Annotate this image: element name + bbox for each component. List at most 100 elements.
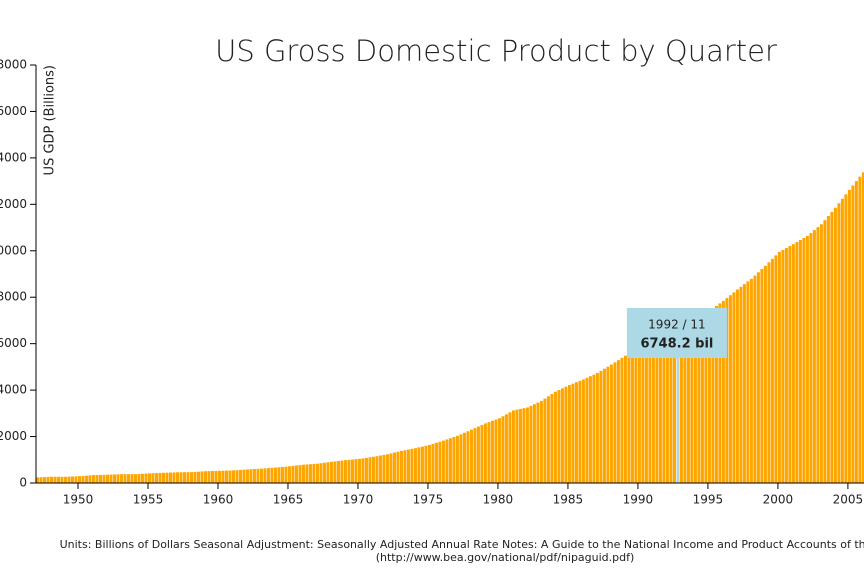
bar (571, 383, 575, 483)
bar (714, 305, 718, 483)
bar (581, 379, 585, 483)
bar (648, 344, 652, 483)
bar (840, 198, 844, 483)
bar (434, 442, 438, 483)
y-tick-label: 6000 (0, 336, 27, 350)
x-tick-label: 1970 (343, 493, 374, 507)
bar (354, 459, 358, 483)
x-tick-label: 1955 (133, 493, 164, 507)
bar (151, 473, 155, 483)
bar (214, 470, 218, 483)
y-tick-label: 16000 (0, 104, 27, 118)
bar (179, 472, 183, 483)
bar (539, 400, 543, 483)
bar (144, 473, 148, 483)
bar (858, 176, 862, 483)
bar (588, 376, 592, 483)
bar (725, 298, 729, 483)
bar (452, 437, 456, 483)
bar (431, 443, 435, 483)
y-tick-label: 0 (19, 476, 27, 490)
bar (630, 352, 634, 483)
bar (161, 472, 165, 483)
bar (364, 457, 368, 483)
bar (382, 454, 386, 483)
tooltip-box (626, 308, 727, 358)
bar (718, 303, 722, 483)
bar (473, 428, 477, 483)
bar (287, 466, 291, 483)
bar (746, 281, 750, 483)
bar (578, 380, 582, 483)
bar (427, 444, 431, 483)
bar (606, 366, 610, 483)
bar (298, 465, 302, 483)
bar (851, 185, 855, 484)
bar (245, 469, 249, 483)
bar (662, 337, 666, 483)
bar (487, 422, 491, 483)
tooltip: 1992 / 11 6748.2 bil (626, 308, 727, 358)
bar (273, 467, 277, 483)
bar (133, 474, 137, 483)
bar (490, 420, 494, 483)
bar (623, 355, 627, 483)
bar (749, 278, 753, 483)
bar (53, 476, 57, 483)
bar (823, 220, 827, 483)
bar (609, 364, 613, 483)
bar (168, 472, 172, 483)
bar (392, 452, 396, 483)
bar (221, 470, 225, 483)
bar (620, 357, 624, 483)
bar (235, 470, 239, 483)
bar (788, 246, 792, 483)
bar (756, 272, 760, 483)
bar (494, 419, 498, 483)
bar (81, 475, 85, 483)
bar (438, 441, 442, 483)
bar (263, 468, 267, 483)
bar (567, 385, 571, 483)
bar (74, 476, 78, 483)
bar (399, 450, 403, 483)
bar (196, 471, 200, 483)
x-tick-label: 1980 (483, 493, 514, 507)
bar (616, 360, 620, 483)
bar (476, 426, 480, 483)
bar (340, 460, 344, 483)
bar (112, 474, 116, 483)
bar (140, 473, 144, 483)
bar (308, 464, 312, 483)
y-tick-label: 2000 (0, 429, 27, 443)
bar (459, 434, 463, 483)
bar (826, 215, 830, 483)
chart-title: US Gross Domestic Product by Quarter (215, 34, 777, 68)
bar (231, 470, 235, 483)
bar (627, 353, 631, 483)
bar (284, 466, 288, 483)
x-tick-label: 2000 (763, 493, 794, 507)
bar (676, 326, 680, 483)
y-tick-label: 10000 (0, 243, 27, 257)
bar (791, 244, 795, 483)
bar (182, 472, 186, 483)
bar (763, 265, 767, 483)
bar (210, 470, 214, 483)
bar (795, 242, 799, 483)
bar (368, 457, 372, 483)
bar (207, 471, 211, 483)
bar (319, 463, 323, 483)
bar (147, 473, 151, 483)
tooltip-title: 1992 / 11 (648, 318, 705, 332)
bar (333, 461, 337, 483)
bar (406, 449, 410, 483)
bar (88, 475, 92, 483)
bar (102, 474, 106, 483)
bar (63, 476, 67, 483)
bar (158, 472, 162, 483)
bar (781, 249, 785, 483)
bar (830, 211, 834, 483)
